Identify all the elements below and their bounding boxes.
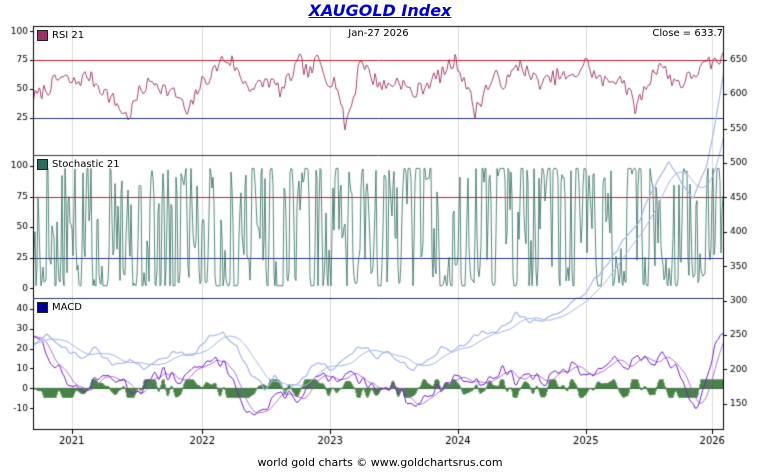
- macd-legend-swatch-icon: [37, 302, 48, 313]
- chart-title: XAUGOLD Index: [308, 1, 452, 20]
- stochastic-legend-label: Stochastic 21: [52, 159, 120, 170]
- rsi-legend-label: RSI 21: [52, 30, 85, 41]
- legend-stochastic: Stochastic 21: [37, 159, 120, 170]
- close-value-label: Close = 633.7: [652, 28, 723, 39]
- rsi-legend-swatch-icon: [37, 30, 48, 41]
- legend-rsi: RSI 21: [37, 30, 84, 41]
- stochastic-legend-swatch-icon: [37, 159, 48, 170]
- macd-legend-label: MACD: [52, 302, 82, 313]
- legend-macd: MACD: [37, 302, 82, 313]
- date-label: Jan-27 2026: [348, 28, 409, 39]
- footer-credit: world gold charts © www.goldchartsrus.co…: [257, 456, 503, 469]
